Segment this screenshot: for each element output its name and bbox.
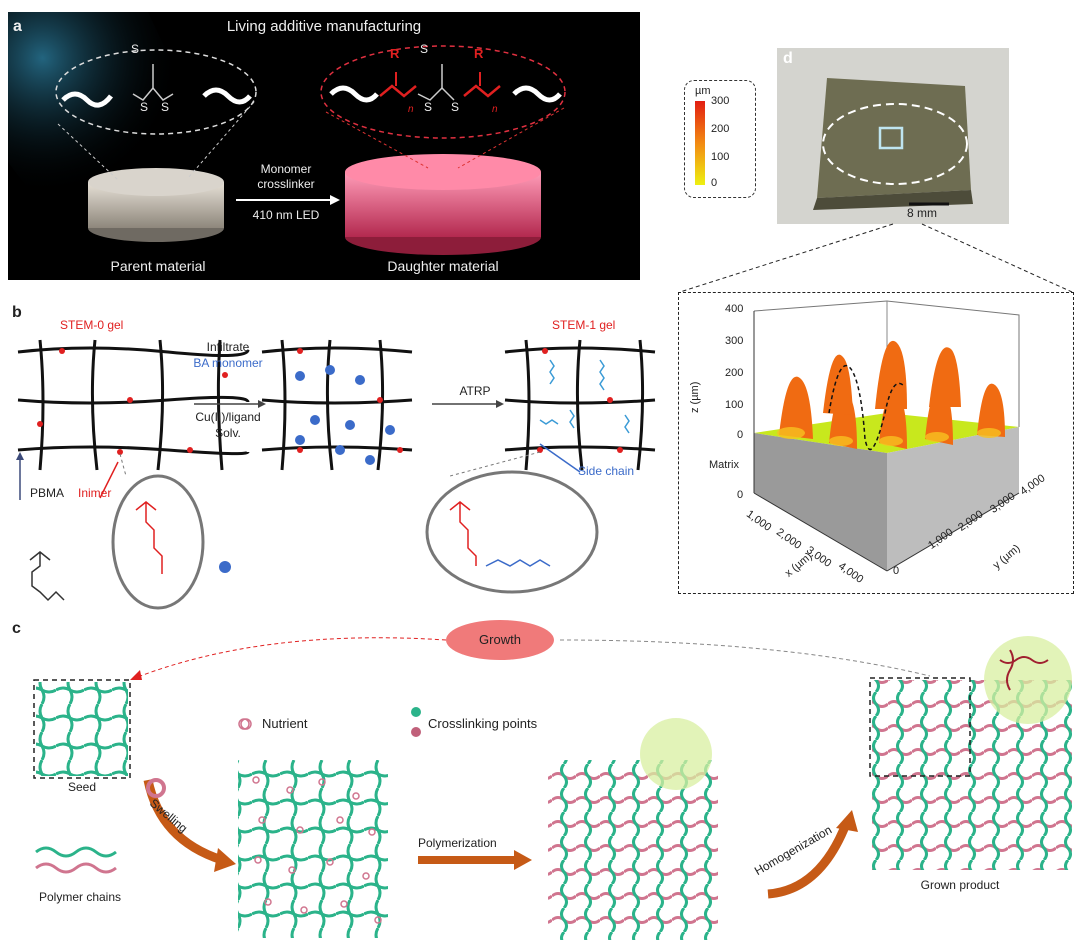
atom-s-right: S [161,100,170,114]
parent-material-label: Parent material [110,258,206,274]
crosslinking-label: Crosslinking points [428,716,538,731]
atom-r-left: R [390,46,400,61]
atom-r-right: R [474,46,484,61]
subscript-n-right: n [492,104,498,115]
panel-a-image: a Living additive manufacturing S S S S … [8,12,640,280]
inimer-label: Inimer [78,486,112,500]
panel-c-letter: c [12,620,21,637]
zoom-lines [679,223,1073,293]
side-chain-label: Side chain [578,464,635,478]
arrow-label-monomer: Monomer [260,162,312,176]
polymerization-label: Polymerization [418,836,497,850]
panel-b-illustration [16,339,656,610]
panel-a-illustration [8,12,640,280]
stem1-label: STEM-1 gel [552,318,616,332]
x-tick-0: 0 [737,489,744,501]
colorbar-tick-200: 200 [711,123,730,135]
atrp-label: ATRP [459,384,491,398]
colorbar-tick-300: 300 [711,95,730,107]
panel-c-illustration [33,620,1072,940]
ba-monomer-label: BA monomer [193,356,263,370]
atom-s-top-daughter: S [420,42,429,56]
cu-ligand-label: Cu(II)/ligand [195,410,261,424]
z-tick-200: 200 [725,367,744,379]
subscript-n-left: n [408,104,414,115]
colorbar-tick-100: 100 [711,151,730,163]
pbma-label: PBMA [30,486,65,500]
polymer-chains-label: Polymer chains [38,890,122,904]
atom-s-right-daughter: S [451,100,460,114]
seed-label: Seed [67,780,97,794]
panel-a-title: Living additive manufacturing [226,18,422,35]
z-tick-0: 0 [737,429,744,441]
atom-s-top: S [131,42,140,56]
panel-a-letter: a [13,18,22,35]
nutrient-label: Nutrient [262,716,308,731]
arrow-label-led: 410 nm LED [252,208,320,222]
arrow-label-crosslinker: crosslinker [257,177,315,191]
colorbar-unit: µm [695,85,711,97]
panel-d-letter: d [783,50,793,67]
y-tick-0: 0 [893,565,900,577]
infiltrate-label: Infiltrate [206,340,250,354]
daughter-material-label: Daughter material [387,258,499,274]
grown-product-label: Grown product [920,878,1000,892]
surface-plot-drawing [753,300,1020,572]
sample-photo: 8 mm [777,48,1009,224]
z-tick-300: 300 [725,335,744,347]
atom-s-left-daughter: S [424,100,433,114]
solv-label: Solv. [215,426,241,440]
atom-s-left: S [140,100,149,114]
sample-photo-drawing [777,48,1009,224]
panel-b-letter: b [12,304,22,321]
stem0-label: STEM-0 gel [60,318,124,332]
surface-plot-3d: 400 300 200 100 0 z (µm) Matrix 0 1,000 … [678,292,1074,594]
z-tick-100: 100 [725,399,744,411]
colorbar-gradient [695,101,705,185]
scale-bar-label: 8 mm [907,206,937,220]
growth-badge: Growth [479,632,521,647]
colorbar-box: µm 300 200 100 0 [684,80,756,198]
z-axis-label: z (µm) [689,381,701,413]
z-tick-400: 400 [725,303,744,315]
matrix-label: Matrix [709,459,739,471]
colorbar-tick-0: 0 [711,177,718,189]
